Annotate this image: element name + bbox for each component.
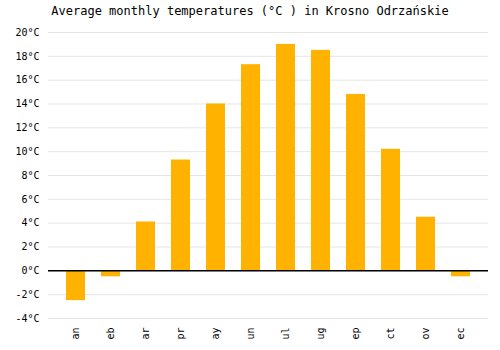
svg-text:0°C: 0°C [21,265,39,276]
svg-text:16°C: 16°C [15,74,39,85]
svg-text:ct: ct [385,328,396,340]
svg-text:-4°C: -4°C [15,313,39,324]
svg-text:eb: eb [105,328,116,340]
svg-text:18°C: 18°C [15,51,39,62]
svg-text:pr: pr [175,328,186,340]
svg-text:-2°C: -2°C [15,289,39,300]
svg-text:8°C: 8°C [21,170,39,181]
svg-text:ec: ec [455,328,466,340]
svg-text:ar: ar [140,328,151,340]
svg-text:2°C: 2°C [21,241,39,252]
svg-text:6°C: 6°C [21,194,39,205]
svg-text:ug: ug [315,328,326,340]
svg-text:ay: ay [210,328,221,340]
svg-text:un: un [245,328,256,340]
svg-text:12°C: 12°C [15,122,39,133]
svg-text:10°C: 10°C [15,146,39,157]
svg-text:20°C: 20°C [15,27,39,38]
svg-text:ov: ov [420,328,431,340]
svg-text:ul: ul [280,328,291,340]
svg-text:an: an [70,328,81,340]
html-text:Average monthly temperatures (: Average monthly temperatures (°C ) in Kr… [51,4,449,18]
svg-text:4°C: 4°C [21,217,39,228]
svg-text:14°C: 14°C [15,98,39,109]
svg-text:ep: ep [350,328,361,340]
